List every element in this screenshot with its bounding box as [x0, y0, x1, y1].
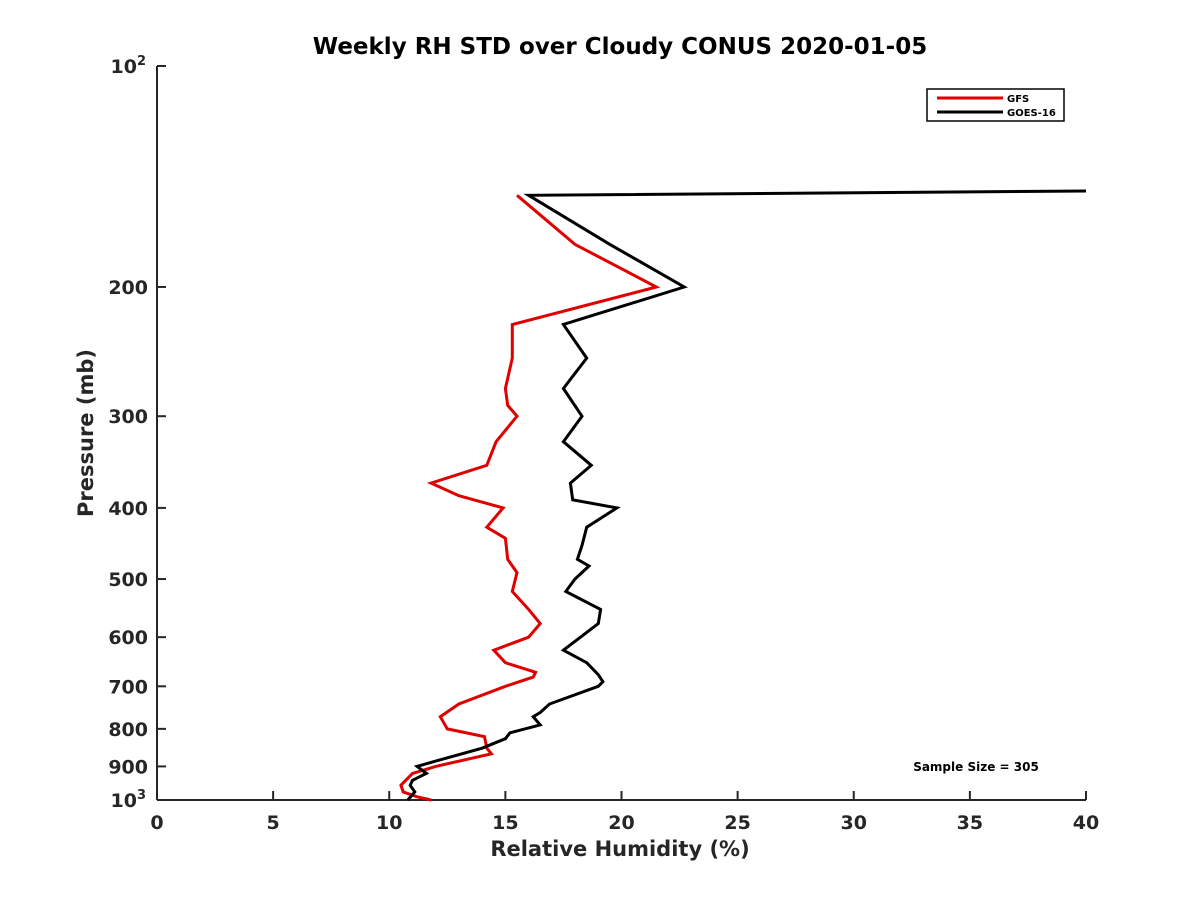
- legend-box: [926, 88, 1065, 122]
- x-tick-label: 10: [376, 812, 402, 834]
- axes: [156, 66, 1086, 801]
- x-ticks: 0 5 10 15 20 25 30 35 40: [150, 791, 1099, 834]
- x-tick-label: 0: [150, 812, 163, 834]
- x-tick-label: 5: [267, 812, 280, 834]
- series-layer: [399, 189, 1087, 802]
- y-tick-label: 400: [108, 498, 148, 520]
- x-tick-label: 35: [957, 812, 983, 834]
- y-tick-label: 500: [108, 569, 148, 591]
- legend: GFS GOES-16: [926, 88, 1065, 122]
- series-line-gfs: [399, 194, 661, 802]
- x-tick-label: 25: [724, 812, 750, 834]
- x-tick-label: 40: [1073, 812, 1099, 834]
- y-tick-label: 600: [108, 627, 148, 649]
- y-tick-label: 900: [108, 756, 148, 778]
- chart-title: Weekly RH STD over Cloudy CONUS 2020-01-…: [313, 34, 927, 60]
- y-axis-label: Pressure (mb): [74, 349, 98, 517]
- x-axis-label: Relative Humidity (%): [490, 837, 749, 861]
- legend-label: GOES-16: [1007, 108, 1056, 119]
- legend-label: GFS: [1007, 94, 1029, 105]
- x-tick-label: 15: [492, 812, 518, 834]
- sample-size-annotation: Sample Size = 305: [913, 760, 1039, 774]
- series-line-goes-16: [406, 189, 1087, 801]
- y-tick-label: 103: [111, 788, 147, 812]
- y-ticks: 102 200 300 400 500 600 700 800 900 103: [108, 54, 166, 812]
- x-tick-label: 20: [608, 812, 634, 834]
- x-tick-label: 30: [841, 812, 867, 834]
- y-tick-label: 800: [108, 719, 148, 741]
- y-tick-label: 300: [108, 406, 148, 428]
- y-tick-label: 200: [108, 277, 148, 299]
- y-tick-label: 102: [111, 54, 147, 78]
- y-tick-label: 700: [108, 676, 148, 698]
